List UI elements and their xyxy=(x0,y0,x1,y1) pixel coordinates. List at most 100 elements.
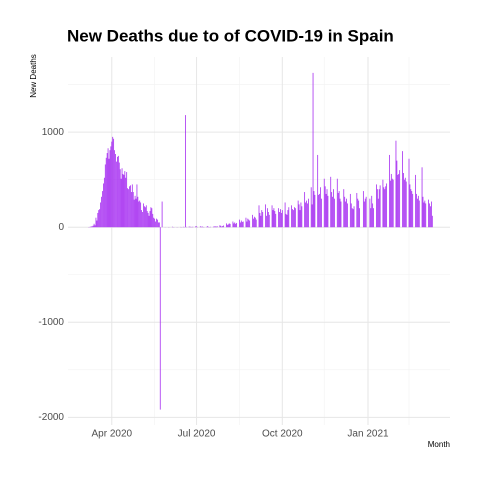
bar xyxy=(154,218,156,228)
bar xyxy=(116,161,117,228)
bar xyxy=(402,151,403,228)
bar xyxy=(359,208,360,228)
bar xyxy=(304,192,306,228)
bar xyxy=(280,209,281,228)
bar xyxy=(240,220,242,228)
bar xyxy=(223,225,224,228)
bar xyxy=(195,226,197,228)
bar xyxy=(321,198,322,228)
bar xyxy=(132,192,134,228)
bar xyxy=(219,225,221,228)
bar xyxy=(145,205,147,228)
bar xyxy=(371,195,373,228)
bar xyxy=(241,221,243,228)
bar xyxy=(112,136,114,228)
bar xyxy=(104,164,106,228)
bar xyxy=(152,213,154,228)
bar xyxy=(310,187,312,228)
bar xyxy=(287,210,289,228)
bar xyxy=(337,192,339,228)
bar xyxy=(312,72,314,228)
x-tick-label: Oct 2020 xyxy=(262,429,303,440)
bar xyxy=(146,211,148,228)
bar xyxy=(409,184,411,228)
bar xyxy=(153,217,155,228)
bar xyxy=(188,226,190,228)
bar xyxy=(125,177,127,228)
bar xyxy=(376,189,378,228)
bar xyxy=(403,173,404,228)
bar xyxy=(236,222,238,228)
bar xyxy=(247,218,249,228)
bar xyxy=(333,189,334,228)
bar xyxy=(138,201,140,228)
bar xyxy=(253,218,254,228)
bar xyxy=(159,227,161,410)
bar xyxy=(336,178,338,228)
bar xyxy=(306,200,307,228)
bar xyxy=(141,210,142,228)
bar xyxy=(101,196,102,228)
bar xyxy=(386,183,388,228)
bar xyxy=(134,195,136,228)
bar xyxy=(331,192,333,228)
bar xyxy=(252,214,253,228)
bar xyxy=(430,201,432,228)
bar xyxy=(300,202,302,228)
bar xyxy=(343,189,345,228)
bar xyxy=(291,205,292,228)
bar xyxy=(294,208,296,228)
bar xyxy=(323,178,325,228)
bar xyxy=(135,198,137,228)
bar xyxy=(246,221,248,228)
bar xyxy=(115,153,116,228)
bar xyxy=(378,189,380,228)
y-tick-label: 0 xyxy=(58,222,64,233)
bar xyxy=(363,201,365,228)
bar xyxy=(199,226,201,228)
bar xyxy=(280,212,282,228)
bar xyxy=(161,201,163,228)
bar xyxy=(229,223,231,228)
bar xyxy=(228,223,230,228)
bar xyxy=(255,219,257,228)
bar xyxy=(403,179,405,228)
bar xyxy=(379,185,381,228)
bar xyxy=(106,153,108,228)
bar xyxy=(267,208,268,228)
bar xyxy=(370,208,372,228)
bar xyxy=(108,158,110,228)
x-tick-label: Jul 2020 xyxy=(178,429,216,440)
bar xyxy=(111,141,113,228)
bar xyxy=(373,208,374,228)
bar xyxy=(327,195,329,228)
bar xyxy=(430,206,431,228)
bar xyxy=(245,217,247,228)
bar xyxy=(128,189,129,228)
bar xyxy=(313,191,315,228)
bar xyxy=(259,212,261,228)
bar xyxy=(353,206,355,228)
bar xyxy=(147,212,149,228)
bar xyxy=(423,202,425,228)
bar xyxy=(418,200,420,228)
x-tick-label: Jan 2021 xyxy=(347,429,389,440)
bar xyxy=(260,215,262,228)
bar xyxy=(117,155,119,228)
bar xyxy=(350,203,352,228)
bar xyxy=(121,168,123,228)
bar xyxy=(212,226,214,228)
bar xyxy=(364,198,366,228)
bar xyxy=(385,186,387,228)
bar xyxy=(351,208,353,228)
bar xyxy=(308,198,309,228)
bar xyxy=(267,211,269,228)
bar xyxy=(286,214,288,228)
bar xyxy=(397,174,399,228)
bar xyxy=(144,206,145,228)
bar xyxy=(298,204,300,228)
bar xyxy=(357,198,359,228)
bar xyxy=(294,207,295,228)
bar xyxy=(408,158,410,228)
bar xyxy=(136,184,138,228)
